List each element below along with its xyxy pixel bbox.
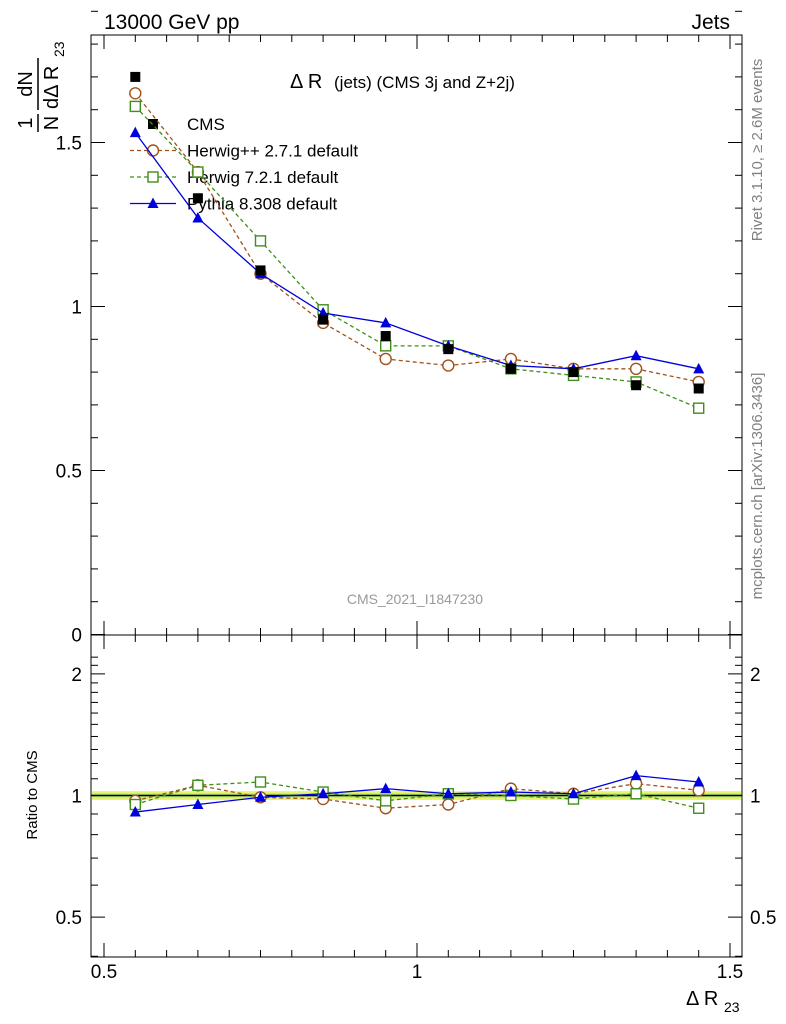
y-label-frac1-num: 1	[15, 117, 37, 128]
data-point	[255, 265, 266, 276]
legend-entry: Pythia 8.308 default	[187, 195, 338, 214]
y-label-frac1-den: N	[41, 116, 63, 130]
ratio-y-axis-label: Ratio to CMS	[24, 750, 41, 839]
ratio-data-point	[693, 775, 705, 787]
y-axis-label: 1 NdN dΔ R 23	[15, 41, 67, 132]
ratio-data-point	[255, 791, 266, 802]
header-left-label: 13000 GeV pp	[104, 11, 239, 34]
legend-marker	[147, 171, 159, 183]
ratio-series-2	[129, 769, 705, 817]
ratio-data-point	[442, 787, 454, 799]
plot-title-main: Δ R	[290, 71, 322, 93]
data-point	[380, 331, 391, 342]
data-point	[693, 383, 704, 394]
data-point	[129, 100, 142, 113]
series-3	[129, 126, 705, 374]
ratio-y-tick-label-right: 0.5	[750, 908, 776, 929]
y-label-frac2-den: dΔ R	[41, 66, 63, 109]
legend-entry: Herwig 7.2.1 default	[187, 168, 338, 187]
data-point	[443, 344, 454, 355]
data-point	[129, 126, 141, 138]
x-label-sub: 23	[724, 999, 740, 1015]
x-tick-label: 1	[412, 962, 423, 983]
data-point	[629, 362, 643, 376]
data-point	[505, 363, 516, 374]
data-point	[318, 314, 329, 325]
ratio-data-point	[254, 776, 267, 788]
data-point	[693, 402, 705, 414]
y-label-frac2-num: dN	[15, 71, 37, 97]
legend-entry: Herwig++ 2.7.1 default	[187, 142, 358, 161]
series-line	[134, 132, 699, 370]
ratio-series-line	[135, 774, 699, 813]
x-axis-label: Δ R 23	[686, 988, 740, 1015]
data-point	[442, 359, 455, 372]
legend-marker	[147, 197, 159, 208]
series-line	[134, 105, 699, 409]
ratio-y-tick-label-right: 1	[750, 787, 761, 808]
ratio-data-point	[380, 795, 392, 807]
x-label-main: Δ R	[686, 988, 718, 1010]
data-point	[630, 349, 642, 361]
y-label-frac2-den-sub: 23	[51, 41, 67, 57]
data-point	[192, 193, 203, 204]
series-0	[130, 71, 704, 394]
ratio-data-point	[568, 787, 579, 799]
plot-title-sub: (jets) (CMS 3j and Z+2j)	[334, 73, 515, 92]
ratio-data-point	[630, 788, 642, 800]
data-point	[631, 380, 642, 391]
data-point	[380, 316, 392, 328]
ratio-y-tick-label-right: 2	[750, 665, 761, 686]
ratio-data-point	[129, 806, 141, 817]
data-point	[192, 211, 204, 223]
legend-marker	[148, 119, 158, 129]
ratio-data-point	[192, 798, 204, 809]
rivet-version-label: Rivet 3.1.10, ≥ 2.6M events	[749, 59, 766, 242]
data-point	[254, 235, 267, 247]
legend: CMS Herwig++ 2.7.1 default Herwig 7.2.1 de…	[130, 115, 358, 214]
ratio-data-point	[630, 769, 642, 781]
x-tick-label: 0.5	[91, 962, 117, 983]
ratio-data-point	[317, 787, 329, 799]
ratio-y-tick-label: 2	[71, 665, 82, 686]
legend-entry: CMS	[187, 115, 225, 134]
data-point	[192, 166, 204, 178]
ratio-data-point	[693, 802, 705, 814]
mcplots-label: mcplots.cern.ch [arXiv:1306.3436]	[749, 373, 766, 600]
data-point	[379, 352, 392, 366]
analysis-watermark: CMS_2021_I1847230	[347, 591, 483, 607]
data-point	[568, 367, 579, 378]
data-point	[693, 362, 705, 374]
data-point	[130, 71, 141, 82]
y-tick-label: 0.5	[56, 462, 82, 483]
y-tick-label: 1	[71, 298, 82, 319]
ratio-data-point	[380, 782, 392, 794]
ratio-data-point	[505, 786, 517, 797]
ratio-data-point	[192, 779, 204, 791]
ratio-panel: 0.5 0.5 1 1 2 2 0.5 1 1.5 Δ R 23 Ratio to CMS	[24, 634, 776, 1015]
data-point	[129, 87, 142, 100]
ratio-data-point	[442, 798, 455, 811]
data-point	[380, 340, 392, 352]
ratio-y-tick-label: 1	[71, 787, 82, 808]
header-right-label: Jets	[691, 11, 730, 34]
x-tick-label: 1.5	[717, 962, 743, 983]
y-tick-label: 1.5	[56, 134, 82, 155]
y-tick-label: 0	[71, 626, 82, 647]
ratio-y-tick-label: 0.5	[56, 908, 82, 929]
